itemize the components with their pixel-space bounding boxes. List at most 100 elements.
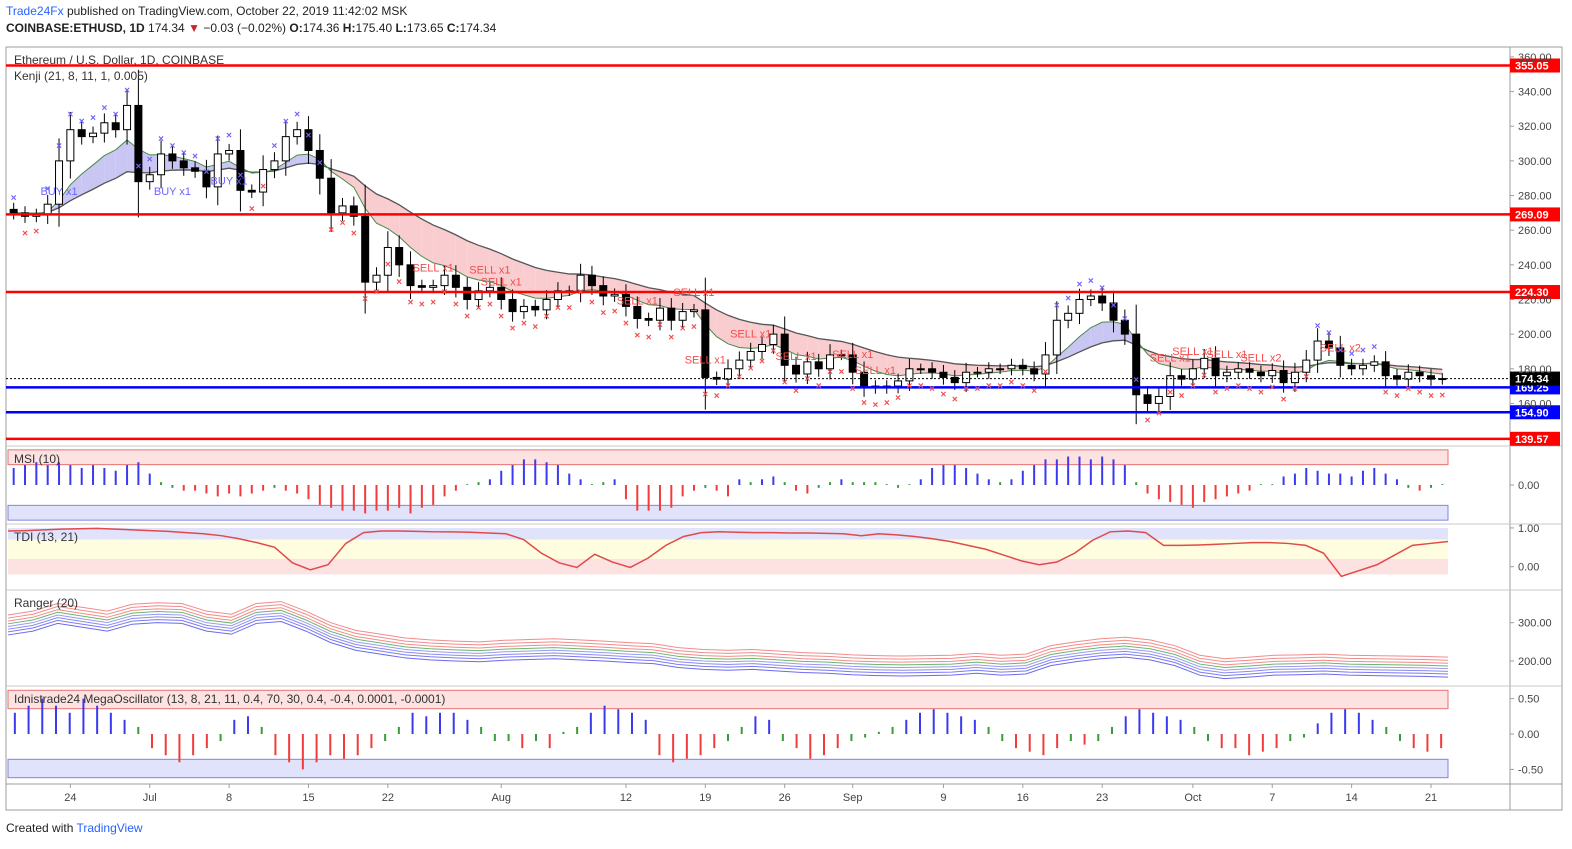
last-price-value: 174.34 <box>1515 374 1550 386</box>
level-value: 139.57 <box>1515 434 1549 446</box>
signal-marker-icon: × <box>11 193 17 204</box>
signal-marker-icon: × <box>952 395 958 406</box>
signal-marker-icon: × <box>963 384 969 395</box>
candle <box>338 205 347 214</box>
signal-marker-icon: × <box>1167 388 1173 399</box>
candle <box>123 104 132 131</box>
candle <box>1415 371 1424 377</box>
time-tick-label: 8 <box>226 792 232 804</box>
candle <box>1381 361 1390 377</box>
candle <box>1052 319 1061 356</box>
candle <box>769 333 778 346</box>
candle <box>1154 395 1163 404</box>
signal-marker-icon: × <box>918 381 924 392</box>
signal-marker-icon: × <box>56 141 62 152</box>
time-tick-label: 23 <box>1096 792 1108 804</box>
signal-label: SELL x1 <box>1206 349 1247 361</box>
signal-marker-icon: × <box>442 287 448 298</box>
level-tag <box>1510 207 1560 222</box>
signal-marker-icon: × <box>770 346 776 357</box>
signal-marker-icon: × <box>430 298 436 309</box>
candle <box>1392 375 1401 380</box>
signal-marker-icon: × <box>1054 300 1060 311</box>
last-price: 174.34 <box>148 21 185 35</box>
signal-marker-icon: × <box>113 110 119 121</box>
ranger-band-line <box>7 609 1449 669</box>
oversold-band <box>7 504 1449 521</box>
candle <box>429 285 438 288</box>
candle <box>1166 375 1175 397</box>
signal-marker-icon: × <box>1009 377 1015 388</box>
candle <box>1256 371 1265 377</box>
candle <box>327 177 336 214</box>
signal-marker-icon: × <box>975 384 981 395</box>
candle <box>395 247 404 266</box>
lower-band <box>8 558 1448 575</box>
signal-marker-icon: × <box>1428 391 1434 402</box>
signal-marker-icon: × <box>45 184 51 195</box>
signal-marker-icon: × <box>317 158 323 169</box>
signal-marker-icon: × <box>872 400 878 411</box>
candle <box>89 132 98 138</box>
signal-marker-icon: × <box>623 318 629 329</box>
signal-marker-icon: × <box>226 130 232 141</box>
ichimoku-cloud <box>739 319 751 349</box>
ichimoku-cloud <box>433 225 445 266</box>
signal-marker-icon: × <box>169 141 175 152</box>
candle <box>1234 368 1243 373</box>
signal-marker-icon: × <box>906 381 912 392</box>
open-label: O: <box>289 21 303 35</box>
down-arrow-icon: ▼ <box>188 21 200 35</box>
candle <box>55 160 64 205</box>
signal-marker-icon: × <box>1383 388 1389 399</box>
level-tag <box>1510 405 1560 420</box>
signal-marker-icon: × <box>1133 375 1139 386</box>
candle <box>372 274 381 283</box>
level-tag <box>1510 58 1560 73</box>
signal-marker-icon: × <box>1213 388 1219 399</box>
publisher-name[interactable]: Trade24Fx <box>6 4 64 18</box>
signal-marker-icon: × <box>941 389 947 400</box>
signal-marker-icon: × <box>1247 384 1253 395</box>
level-tag <box>1510 431 1560 446</box>
signal-marker-icon: × <box>124 85 130 96</box>
candle <box>440 274 449 287</box>
ichimoku-cloud <box>886 354 899 376</box>
candle <box>497 286 506 300</box>
ranger-band-line <box>7 621 1449 680</box>
ichimoku-cloud <box>830 340 842 359</box>
time-tick-label: 26 <box>779 792 791 804</box>
signal-marker-icon: × <box>158 134 164 145</box>
low-value: 173.65 <box>406 21 444 35</box>
candle <box>100 122 109 134</box>
signal-marker-icon: × <box>793 386 799 397</box>
overbought-band <box>7 449 1449 466</box>
ichimoku-cloud <box>637 284 649 305</box>
signal-marker-icon: × <box>1326 328 1332 339</box>
tradingview-logo[interactable]: TradingView <box>76 821 143 835</box>
signal-marker-icon: × <box>283 117 289 128</box>
price-tick-label: 360.00 <box>1518 52 1552 64</box>
signal-label: BUY x1 <box>211 175 248 187</box>
ichimoku-cloud <box>1226 361 1239 370</box>
publish-header: Trade24Fx published on TradingView.com, … <box>6 4 407 18</box>
signal-label: SELL x2 <box>1240 353 1281 365</box>
signal-label: BUY x1 <box>40 186 77 198</box>
candle <box>814 361 823 370</box>
ichimoku-cloud <box>489 249 502 286</box>
signal-marker-icon: × <box>838 367 844 378</box>
signal-marker-icon: × <box>238 170 244 181</box>
candle <box>293 129 302 138</box>
candle <box>792 364 801 375</box>
candle <box>463 286 472 300</box>
ichimoku-cloud <box>1102 321 1114 343</box>
signal-marker-icon: × <box>589 298 595 309</box>
ichimoku-cloud <box>671 292 683 310</box>
candle <box>383 247 392 276</box>
ichimoku-cloud <box>1181 358 1193 370</box>
signal-label: SELL x1 <box>1172 346 1213 358</box>
time-tick-label: Aug <box>491 792 511 804</box>
signal-marker-icon: × <box>192 151 198 162</box>
candle <box>202 170 211 188</box>
